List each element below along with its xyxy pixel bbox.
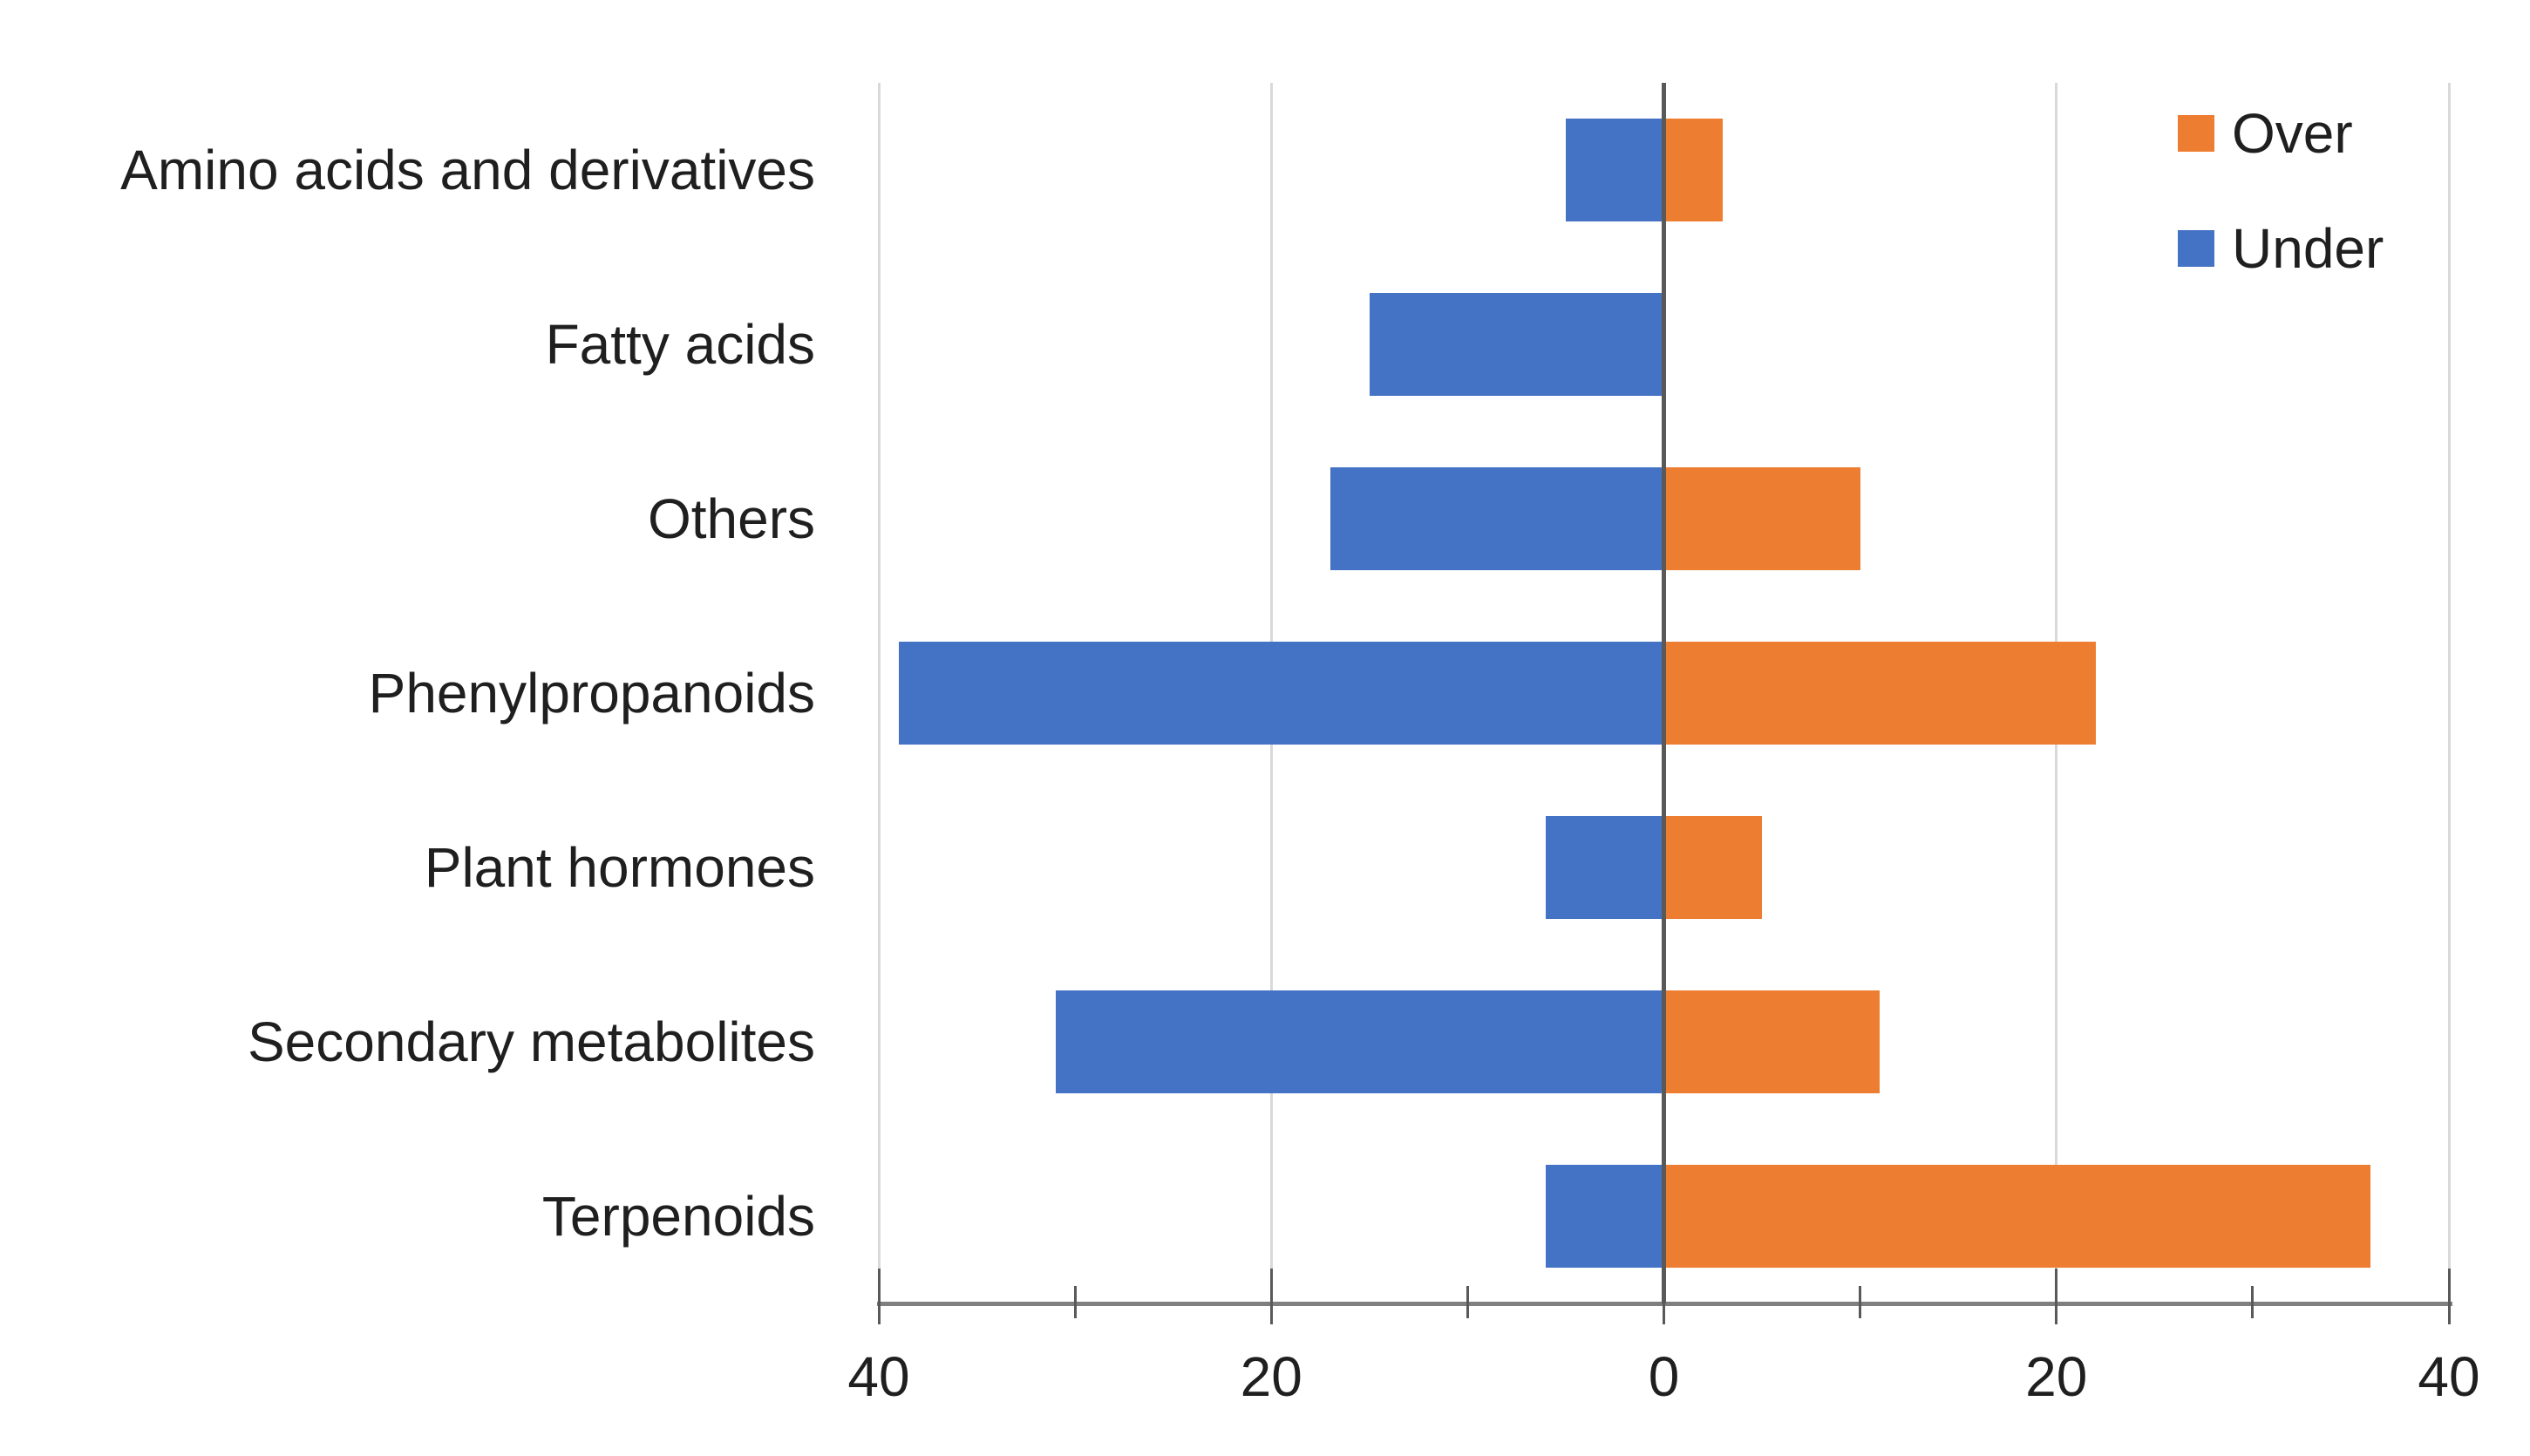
bar-over-plant-hormones — [1663, 816, 1763, 919]
category-label-phenylpropanoids: Phenylpropanoids — [368, 662, 815, 725]
bar-under-plant-hormones — [1546, 816, 1664, 919]
gridline — [2447, 83, 2451, 1303]
bar-over-others — [1663, 467, 1860, 570]
bar-over-amino-acids-and-derivatives — [1663, 119, 1724, 221]
bar-under-terpenoids — [1546, 1165, 1664, 1268]
legend-entry-under: Under — [2178, 216, 2384, 281]
x-axis-major-tick — [877, 1269, 881, 1324]
x-axis-minor-tick — [1859, 1286, 1862, 1318]
legend-entry-over: Over — [2178, 101, 2384, 166]
bar-over-secondary-metabolites — [1663, 990, 1880, 1093]
x-axis-minor-tick — [1466, 1286, 1469, 1318]
bar-over-terpenoids — [1663, 1165, 2370, 1268]
legend-label-under: Under — [2232, 217, 2384, 280]
x-axis-major-tick — [2447, 1269, 2451, 1324]
bar-under-secondary-metabolites — [1055, 990, 1664, 1093]
bar-under-fatty-acids — [1369, 293, 1664, 396]
legend-label-over: Over — [2232, 102, 2353, 165]
category-label-plant-hormones: Plant hormones — [424, 836, 815, 899]
category-label-amino-acids-and-derivatives: Amino acids and derivatives — [120, 139, 815, 201]
bar-under-amino-acids-and-derivatives — [1565, 119, 1664, 221]
gridline — [877, 83, 881, 1303]
x-tick-label: 20 — [2025, 1345, 2088, 1408]
zero-axis-line — [1662, 83, 1666, 1303]
bar-over-phenylpropanoids — [1663, 642, 2096, 745]
x-tick-label: 0 — [1648, 1345, 1680, 1408]
x-axis-minor-tick — [2251, 1286, 2255, 1318]
x-tick-label: 20 — [1240, 1345, 1302, 1408]
legend-swatch-under-icon — [2178, 230, 2214, 267]
legend: Over Under — [2178, 101, 2384, 281]
x-axis-major-tick — [2055, 1269, 2058, 1324]
legend-swatch-over-icon — [2178, 115, 2214, 152]
category-label-fatty-acids: Fatty acids — [545, 313, 815, 376]
x-axis-major-tick — [1663, 1269, 1665, 1324]
x-axis-minor-tick — [1073, 1286, 1077, 1318]
x-tick-label: 40 — [2418, 1345, 2480, 1408]
category-label-others: Others — [647, 487, 815, 550]
bar-under-phenylpropanoids — [898, 642, 1664, 745]
x-axis-major-tick — [1269, 1269, 1273, 1324]
bar-under-others — [1330, 467, 1664, 570]
category-label-secondary-metabolites: Secondary metabolites — [247, 1010, 815, 1073]
category-label-terpenoids: Terpenoids — [541, 1185, 815, 1248]
x-tick-label: 40 — [847, 1345, 910, 1408]
